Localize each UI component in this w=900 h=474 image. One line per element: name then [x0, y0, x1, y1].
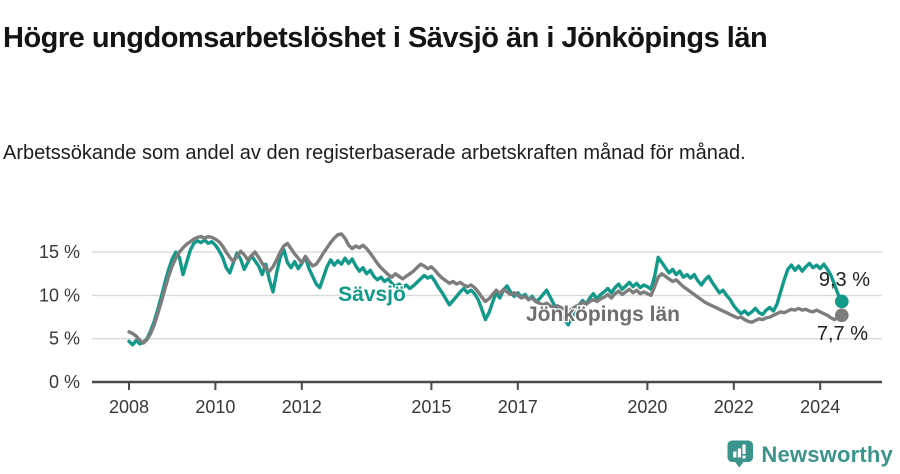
x-tick-label: 2015: [411, 397, 451, 417]
series-end-dot-savsjo: [835, 294, 849, 309]
series-label-jonkopings-lan: Jönköpings län: [526, 303, 680, 326]
newsworthy-brand-name: Newsworthy: [761, 441, 893, 467]
chart-subtitle: Arbetssökande som andel av den registerb…: [3, 142, 746, 164]
x-tick-label: 2008: [109, 397, 149, 417]
end-value-label-savsjo: 9,3 %: [819, 269, 870, 291]
newsworthy-speech-bubble-barchart-icon: [727, 440, 754, 468]
x-tick-label: 2022: [714, 397, 754, 417]
y-tick-label: 0 %: [49, 372, 80, 392]
x-tick-label: 2012: [282, 397, 322, 417]
y-tick-label: 10 %: [39, 285, 80, 305]
newsworthy-branding: Newsworthy: [727, 440, 893, 469]
x-tick-label: 2020: [627, 397, 667, 417]
series-line-jonkopings-lan: [127, 232, 844, 345]
x-tick-label: 2017: [498, 397, 538, 417]
y-tick-label: 5 %: [49, 329, 80, 349]
series-end-dot-jonkopings-lan: [835, 308, 849, 323]
page-title: Högre ungdomsarbetslöshet i Sävsjö än i …: [3, 22, 768, 55]
series-label-savsjo: Sävsjö: [338, 283, 406, 306]
x-tick-label: 2010: [195, 397, 235, 417]
end-value-label-jonkopings-lan: 7,7 %: [817, 323, 868, 345]
y-tick-label: 15 %: [39, 242, 80, 262]
x-tick-label: 2024: [800, 397, 840, 417]
series-line-savsjo: [127, 238, 844, 347]
